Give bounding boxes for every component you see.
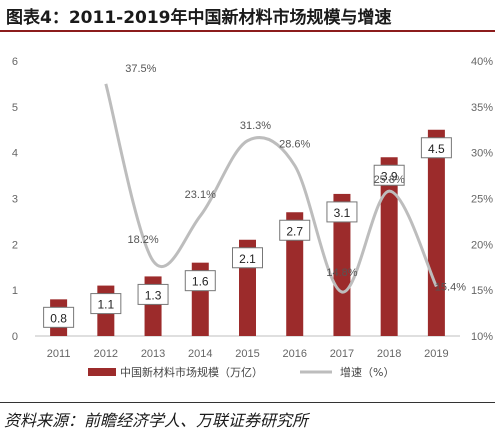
- source-note: 资料来源：前瞻经济学人、万联证券研究所: [4, 411, 309, 430]
- bar-label-box: [184, 270, 216, 292]
- axes-layer: 0 1 2 3 4 5 6 10% 15% 20% 25% 30% 35% 40% 2011 2012 2013…: [12, 56, 493, 360]
- growth-value-label: 18.2%: [127, 234, 158, 246]
- legend: 中国新材料市场规模（万亿） 增速（%）: [88, 365, 394, 379]
- bar-label-box: [232, 247, 263, 269]
- data-labels-layer: 0.8 1.1 1.3 1.6 2.1 2.7 3.1 3.9 4.5 37.5% 18.2% 23.…: [43, 63, 466, 328]
- y-left-tick-label: 0: [12, 331, 18, 343]
- y-left-tick-label: 5: [12, 102, 18, 114]
- growth-line: [104, 83, 438, 294]
- y-right-tick-label: 15%: [471, 285, 493, 297]
- legend-line-label: 增速（%）: [340, 365, 394, 379]
- bar-value-label: 1.1: [97, 298, 114, 312]
- bar-value-label: 1.3: [145, 288, 162, 302]
- title-divider: [0, 30, 495, 32]
- y-left-tick-label: 3: [12, 194, 18, 206]
- source-divider: [0, 402, 495, 403]
- bar-label-box: [279, 219, 311, 241]
- x-tick-label: 2011: [47, 348, 71, 360]
- bar-line-chart: 0 1 2 3 4 5 6 10% 15% 20% 25% 30% 35% 40% 2011 2012 2013…: [12, 56, 493, 379]
- growth-value-label: 15.4%: [435, 282, 466, 294]
- bar: [333, 193, 351, 336]
- bar-label-box: [326, 201, 358, 223]
- bar-label-box: [137, 283, 169, 305]
- legend-bar-label: 中国新材料市场规模（万亿）: [120, 365, 263, 379]
- growth-value-label: 31.3%: [240, 120, 271, 132]
- bar: [427, 129, 445, 336]
- y-left-tick-label: 4: [12, 148, 18, 160]
- bar-value-label: 3.1: [334, 206, 351, 220]
- x-tick-label: 2015: [235, 348, 259, 360]
- x-tick-label: 2019: [424, 348, 448, 360]
- growth-value-label: 28.6%: [279, 139, 310, 151]
- chart-title: 图表4：2011-2019年中国新材料市场规模与增速: [6, 8, 392, 28]
- x-tick-label: 2018: [377, 348, 401, 360]
- y-right-tick-label: 30%: [471, 148, 493, 160]
- growth-value-label: 23.1%: [185, 189, 216, 201]
- bar: [286, 212, 304, 336]
- y-right-tick-label: 35%: [471, 102, 493, 114]
- bar-value-label: 0.8: [50, 311, 67, 325]
- bar-value-label: 4.5: [428, 142, 445, 156]
- bar: [380, 157, 398, 336]
- y-left-tick-label: 1: [12, 285, 18, 297]
- y-right-tick-label: 10%: [471, 331, 493, 343]
- bar-value-label: 2.1: [239, 252, 256, 266]
- bar-value-label: 1.6: [192, 275, 209, 289]
- legend-bar-swatch: [88, 368, 116, 376]
- x-tick-label: 2016: [282, 348, 306, 360]
- bar-value-label: 2.7: [286, 224, 303, 238]
- x-tick-label: 2014: [188, 348, 212, 360]
- growth-value-label: 14.8%: [326, 267, 357, 279]
- y-right-tick-label: 25%: [471, 194, 493, 206]
- x-tick-label: 2012: [94, 348, 118, 360]
- y-right-tick-label: 40%: [471, 56, 493, 68]
- growth-value-label: 25.8%: [374, 174, 405, 186]
- growth-line-layer: [104, 83, 438, 294]
- x-tick-label: 2013: [141, 348, 165, 360]
- bar-label-box: [420, 137, 452, 159]
- bar-label-box: [43, 306, 75, 328]
- bar-label-box: [90, 293, 122, 315]
- growth-value-label: 37.5%: [125, 63, 156, 75]
- y-right-tick-label: 20%: [471, 239, 493, 251]
- bar-label-box: [373, 164, 405, 186]
- y-left-tick-label: 2: [12, 239, 18, 251]
- x-tick-label: 2017: [330, 348, 354, 360]
- y-left-tick-label: 6: [12, 56, 18, 68]
- bar-value-label: 3.9: [381, 169, 398, 183]
